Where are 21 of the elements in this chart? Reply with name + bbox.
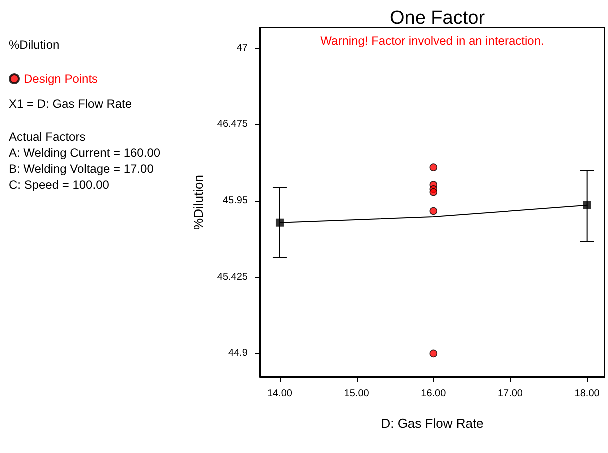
y-tick-label: 47 [236,42,248,54]
y-tick-label: 45.425 [217,272,248,283]
x-tick-label: 15.00 [344,388,370,400]
text: C: Speed = 100.00 [9,178,110,192]
x-tick-label: 16.00 [421,388,447,400]
x-axis-title: D: Gas Flow Rate [381,416,484,431]
y-axis-title: %Dilution [191,175,206,230]
y-tick-label: 45.95 [222,196,248,207]
y-tick-label: 46.475 [217,119,248,130]
legend-label: Design Points [24,72,98,86]
text: Actual Factors [9,130,86,144]
chart-title: One Factor [390,8,486,29]
text: A: Welding Current = 160.00 [9,146,161,160]
text: %Dilution [9,38,60,52]
text: X1 = D: Gas Flow Rate [9,97,132,111]
x-tick-label: 17.00 [498,388,524,400]
annotation: Warning! Factor involved in an interaction. [320,34,544,48]
y-tick-label: 44.9 [228,348,248,360]
x-tick-label: 18.00 [574,388,600,400]
text: B: Welding Voltage = 17.00 [9,162,154,176]
x-tick-label: 14.00 [267,388,293,400]
